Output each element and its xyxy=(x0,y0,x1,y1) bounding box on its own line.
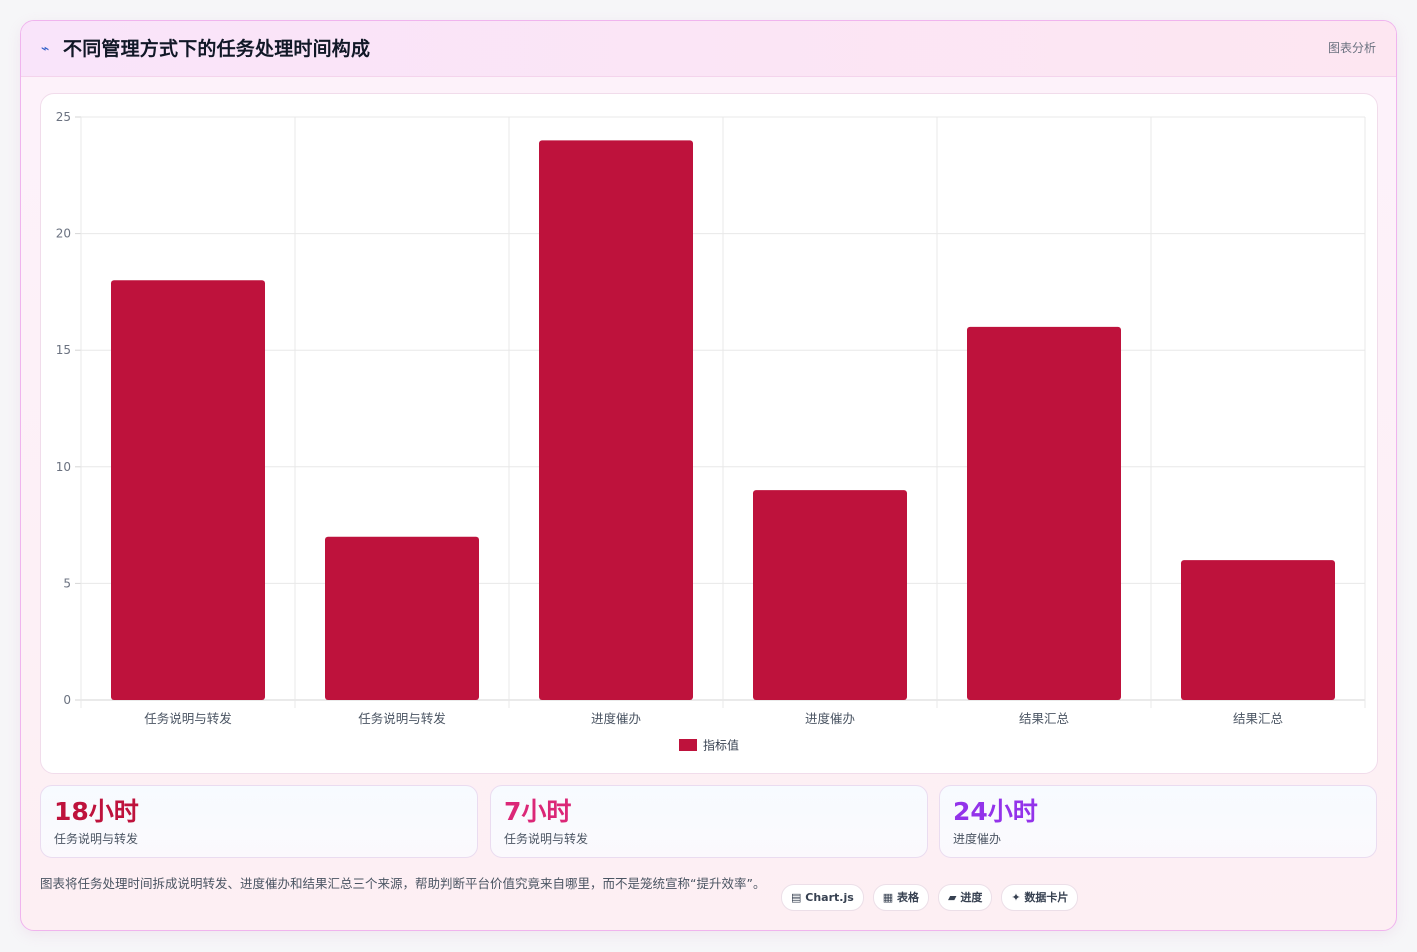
chip-chartjs[interactable]: ▤ Chart.js xyxy=(781,884,864,911)
bar xyxy=(111,280,265,700)
bar-chart: 0 5 10 15 20 25 任务说明与转发 任务说明与转发 进度催办 进度催办 结果汇总 结果汇总… xyxy=(56,110,1366,753)
stat-value: 24小时 xyxy=(953,797,1038,826)
tech-chips: ▤ Chart.js ▦ 表格 ▰ 进度 ✦ 数据卡片 xyxy=(781,884,1079,911)
stat-value: 7小时 xyxy=(504,797,572,826)
chip-data-cards[interactable]: ✦ 数据卡片 xyxy=(1001,884,1079,911)
legend-swatch xyxy=(679,739,697,751)
x-tick-label: 进度催办 xyxy=(591,711,641,726)
legend-label: 指标值 xyxy=(703,738,739,753)
bar xyxy=(325,536,479,700)
card-header: ⌁ 不同管理方式下的任务处理时间构成 图表分析 xyxy=(21,21,1396,77)
page-title: 不同管理方式下的任务处理时间构成 xyxy=(63,38,371,60)
y-tick-label: 10 xyxy=(56,460,71,474)
stat-card-2: 7小时 任务说明与转发 xyxy=(490,785,928,858)
stat-label: 进度催办 xyxy=(953,832,1002,846)
y-tick-label: 15 xyxy=(56,343,71,357)
y-tick-label: 20 xyxy=(56,227,71,241)
bar xyxy=(1181,560,1335,700)
stat-card-1: 18小时 任务说明与转发 xyxy=(40,785,478,858)
chip-progress[interactable]: ▰ 进度 xyxy=(938,884,993,911)
x-tick-label: 任务说明与转发 xyxy=(358,711,446,726)
bar xyxy=(753,490,907,700)
bar xyxy=(967,326,1121,700)
bar xyxy=(539,140,693,700)
chart-container: 0 5 10 15 20 25 任务说明与转发 任务说明与转发 进度催办 进度催办 结果汇总 结果汇总… xyxy=(40,93,1378,774)
x-tick-label: 任务说明与转发 xyxy=(144,711,232,726)
sparkle-icon: ✦ xyxy=(1011,891,1021,904)
chart-description: 图表将任务处理时间拆成说明转发、进度催办和结果汇总三个来源，帮助判断平台价值究竟… xyxy=(40,876,766,891)
chip-label: 表格 xyxy=(897,891,920,904)
stat-card-3: 24小时 进度催办 xyxy=(939,785,1377,858)
y-tick-label: 5 xyxy=(63,576,71,590)
x-tick-label: 结果汇总 xyxy=(1233,711,1283,726)
progress-icon: ▰ xyxy=(948,891,957,904)
y-tick-label: 0 xyxy=(63,693,71,707)
chart-line-icon: ⌁ xyxy=(41,41,50,57)
chart-card: ⌁ 不同管理方式下的任务处理时间构成 图表分析 0 5 10 15 20 25 任务说明与转… xyxy=(20,20,1397,931)
chip-label: 进度 xyxy=(960,891,983,904)
table-icon: ▤ xyxy=(791,891,802,904)
y-tick-label: 25 xyxy=(56,110,71,124)
stat-value: 18小时 xyxy=(54,797,139,826)
chip-label: 数据卡片 xyxy=(1024,891,1069,904)
stat-label: 任务说明与转发 xyxy=(54,832,139,846)
header-tag: 图表分析 xyxy=(1327,41,1376,55)
chip-table[interactable]: ▦ 表格 xyxy=(872,884,930,911)
x-tick-label: 结果汇总 xyxy=(1019,711,1069,726)
x-tick-label: 进度催办 xyxy=(805,711,855,726)
chip-label: Chart.js xyxy=(805,891,854,904)
stat-label: 任务说明与转发 xyxy=(504,832,589,846)
grid-icon: ▦ xyxy=(882,891,894,904)
